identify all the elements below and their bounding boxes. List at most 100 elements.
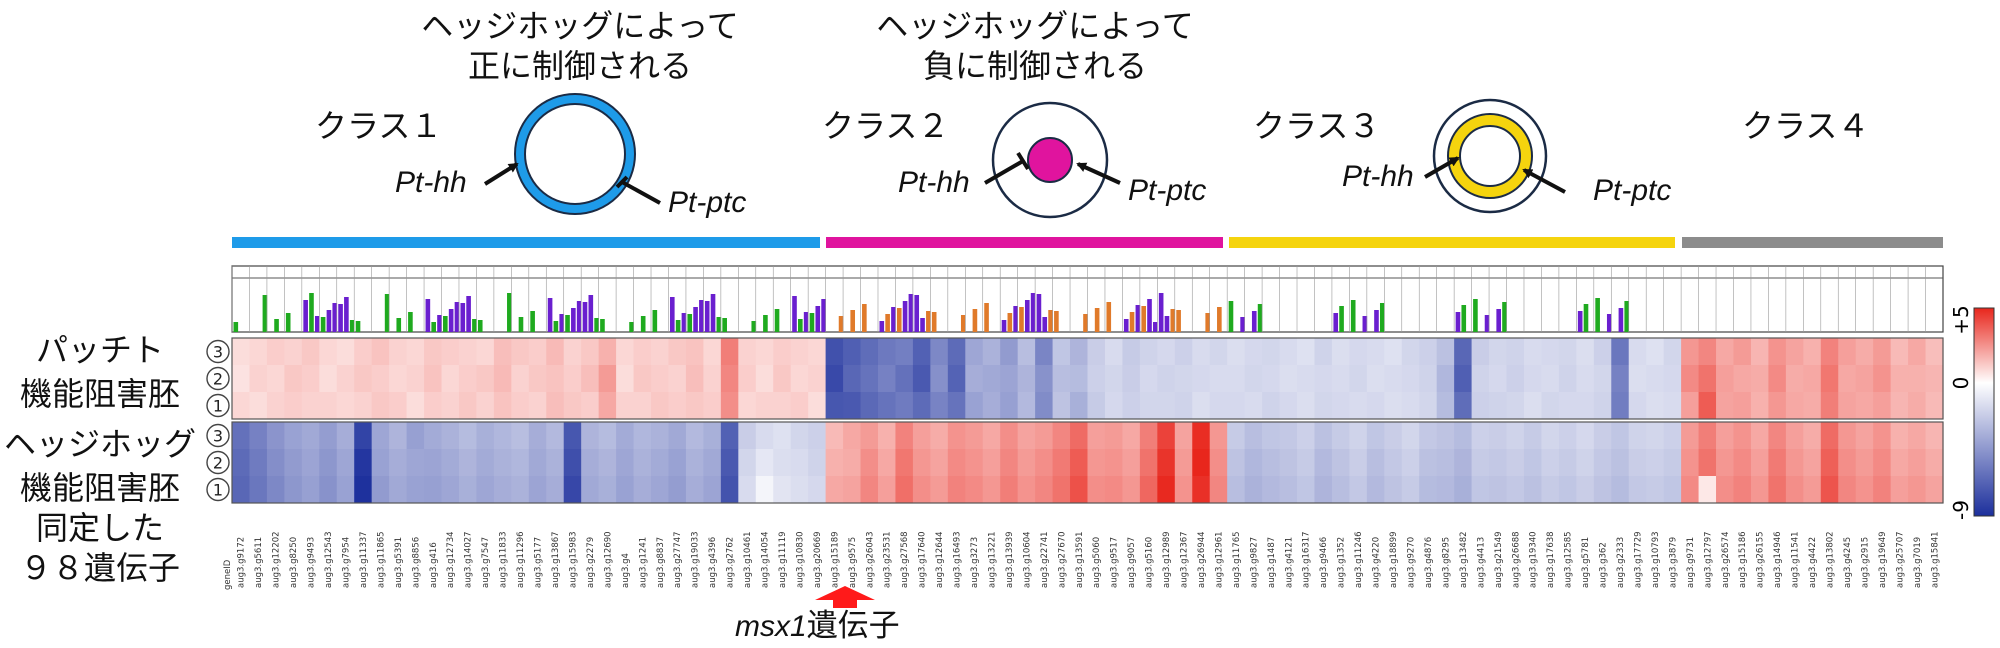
heatmap-cell <box>668 422 687 449</box>
heatmap-cell <box>1174 449 1193 476</box>
heatmap-cell <box>1192 476 1211 503</box>
annotation-strip-mark <box>408 312 413 332</box>
gene-id-label: aug3.g11246 <box>1354 531 1364 588</box>
row-label-patched-line2: 機能阻害胚 <box>19 375 180 413</box>
heatmap-cell <box>266 449 285 476</box>
annotation-strip-mark <box>1496 309 1501 332</box>
annotation-strip-mark <box>518 317 524 332</box>
gene-id-label: aug3.g16317 <box>1302 531 1312 588</box>
heatmap-cell <box>598 449 617 476</box>
heatmap-cell <box>755 476 774 503</box>
heatmap-cell <box>1489 338 1508 365</box>
heatmap-cell <box>319 422 338 449</box>
heatmap-cell <box>1209 449 1228 476</box>
heatmap-cell <box>1750 338 1770 365</box>
heatmap-cell <box>424 449 443 476</box>
heatmap-cell <box>354 449 373 476</box>
heatmap-cell <box>1122 449 1141 476</box>
gene-id-label: aug3.g11765 <box>1232 531 1242 588</box>
heatmap-cell <box>773 365 792 392</box>
annotation-strip-mark <box>693 307 698 332</box>
gene-id-label: aug3.g9057 <box>1127 537 1137 588</box>
heatmap-cell <box>1541 422 1560 449</box>
heatmap-cell <box>1908 449 1927 476</box>
heatmap-cell <box>1349 338 1368 365</box>
heatmap-cell <box>1523 392 1543 419</box>
heatmap-cell <box>1331 449 1350 476</box>
heatmap-cell <box>1209 476 1228 503</box>
heatmap-cell <box>808 338 827 365</box>
annotation-strip-mark <box>1007 313 1013 332</box>
annotation-strip-mark <box>1379 303 1385 332</box>
heatmap-cell <box>947 365 966 392</box>
heatmap-cell <box>1104 476 1124 503</box>
annotation-strip-mark <box>1251 311 1257 332</box>
heatmap-cell <box>1262 476 1281 503</box>
annotation-strip-mark <box>1217 307 1222 332</box>
heatmap-cell <box>738 365 757 392</box>
heatmap-cell <box>877 449 897 476</box>
heatmap-cell <box>1454 476 1473 503</box>
heatmap-cell <box>266 476 285 503</box>
heatmap-cell <box>1384 449 1403 476</box>
class3-hh-label: Pt-hh <box>1342 160 1414 193</box>
heatmap-cell <box>441 422 460 449</box>
gene-id-label: aug3.g1352 <box>1337 537 1347 588</box>
heatmap-cell <box>1890 476 1909 503</box>
gene-id-label: aug3.g5391 <box>394 537 404 588</box>
heatmap-cell <box>1716 338 1735 365</box>
heatmap-cell <box>284 449 303 476</box>
heatmap-cell <box>1820 449 1839 476</box>
gene-id-label: aug3.g4 <box>621 553 631 588</box>
heatmap-cell <box>1244 392 1263 419</box>
heatmap-cell <box>1820 422 1839 449</box>
heatmap-cell <box>1663 365 1682 392</box>
heatmap-cell <box>1471 422 1490 449</box>
heatmap-cell <box>1506 392 1525 419</box>
gene-id-label: aug3.g26574 <box>1721 531 1731 588</box>
gene-id-label: aug3.g7019 <box>1913 537 1923 588</box>
annotation-strip-mark <box>582 302 588 332</box>
heatmap-cell <box>441 338 460 365</box>
heatmap-cell <box>1925 422 1944 449</box>
heatmap-cell <box>371 392 390 419</box>
heatmap-cell <box>1087 392 1106 419</box>
heatmap-cell <box>354 422 373 449</box>
annotation-strip-mark <box>1374 310 1379 332</box>
heatmap-cell <box>1576 476 1595 503</box>
heatmap-cell <box>232 476 251 503</box>
heatmap-cell <box>336 476 355 503</box>
annotation-strip-mark <box>1083 314 1088 332</box>
heatmap-cell <box>1454 392 1473 419</box>
heatmap-cell <box>1017 392 1036 419</box>
heatmap-cell <box>1750 449 1770 476</box>
heatmap-cell <box>301 422 320 449</box>
annotation-strip-mark <box>1135 305 1141 332</box>
heatmap-cell <box>1279 365 1298 392</box>
heatmap-cell <box>877 338 897 365</box>
heatmap-cell <box>1733 338 1752 365</box>
gene-id-label: aug3.g27670 <box>1057 531 1067 588</box>
heatmap-cell <box>1000 365 1019 392</box>
heatmap-cell <box>1471 449 1490 476</box>
heatmap-cell <box>1855 422 1874 449</box>
heatmap-cell <box>493 365 512 392</box>
heatmap-cell <box>1262 338 1281 365</box>
gene-id-label: aug3.g12989 <box>1162 531 1172 588</box>
gene-id-label: aug3.g9466 <box>1319 537 1329 588</box>
heatmap-cell <box>1890 449 1909 476</box>
heatmap-cell <box>1174 422 1193 449</box>
heatmap-cell <box>1750 365 1770 392</box>
annotation-strip-mark <box>472 319 477 332</box>
heatmap-cell <box>528 365 547 392</box>
heatmap-cell <box>947 449 966 476</box>
heatmap-cell <box>1122 422 1141 449</box>
annotation-strip-mark <box>349 320 355 332</box>
gene-id-label: aug3.g22741 <box>1040 531 1050 588</box>
heatmap-cell <box>1279 476 1298 503</box>
heatmap-cell <box>1576 449 1595 476</box>
heatmap-cell <box>546 422 565 449</box>
heatmap-cell <box>877 392 897 419</box>
gene-id-label: aug3.g5160 <box>1145 537 1155 588</box>
annotation-strip-mark <box>896 308 902 332</box>
